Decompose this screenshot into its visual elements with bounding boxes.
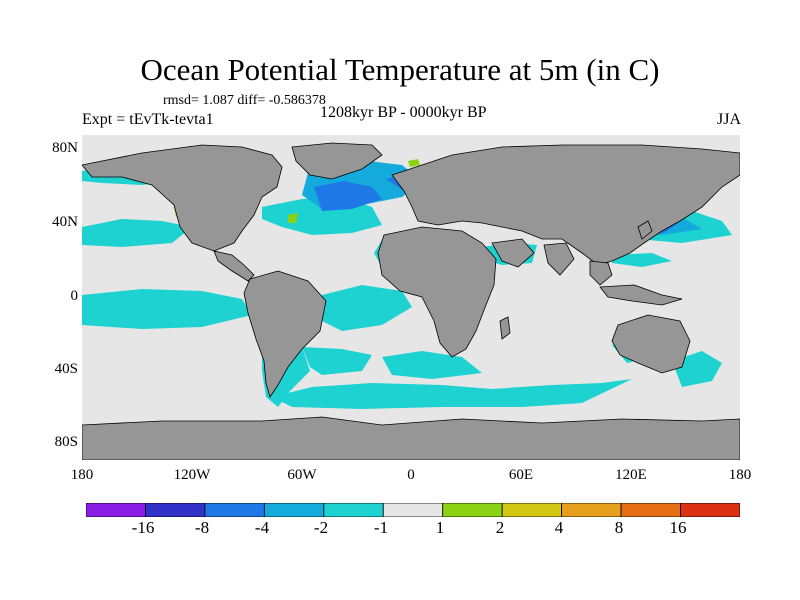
lat-label-0: 0 xyxy=(70,288,79,304)
colorbar-swatch xyxy=(263,503,325,517)
lon-label-60e: 60E xyxy=(508,467,534,483)
colorbar-swatch xyxy=(620,503,681,517)
colorbar-swatch xyxy=(501,503,563,517)
colorbar-label: 1 xyxy=(435,518,445,537)
lon-label-180w: 180 xyxy=(70,467,94,483)
lat-label-40s: 40S xyxy=(54,361,78,377)
lon-label-120e: 120E xyxy=(615,467,647,483)
colorbar-swatch xyxy=(442,503,503,517)
colorbar-label: 8 xyxy=(614,518,624,537)
colorbar-swatch xyxy=(561,503,622,517)
colorbar-label: -8 xyxy=(194,518,210,537)
period-label: 1208kyr BP - 0000kyr BP xyxy=(320,104,487,121)
lon-label-60w: 60W xyxy=(287,467,317,483)
colorbar-label: 2 xyxy=(495,518,505,537)
colorbar xyxy=(86,503,740,517)
colorbar-swatch xyxy=(204,503,265,517)
colorbar-swatch xyxy=(680,503,740,517)
lat-label-40n: 40N xyxy=(52,214,78,230)
lon-label-120w: 120W xyxy=(173,467,211,483)
lat-label-80s: 80S xyxy=(54,434,78,450)
colorbar-swatch xyxy=(382,503,444,517)
season-label: JJA xyxy=(717,111,742,128)
colorbar-swatch xyxy=(323,503,384,517)
colorbar-label: -4 xyxy=(254,518,270,537)
experiment-label: Expt = tEvTk-tevta1 xyxy=(82,111,214,128)
lon-label-180e: 180 xyxy=(728,467,752,483)
map-title: Ocean Potential Temperature at 5m (in C) xyxy=(140,52,660,87)
lat-label-80n: 80N xyxy=(52,140,78,156)
colorbar-swatch xyxy=(86,503,146,517)
colorbar-label: -2 xyxy=(313,518,329,537)
lon-label-0: 0 xyxy=(407,467,415,483)
colorbar-label: -1 xyxy=(373,518,389,537)
stats-text: rmsd= 1.087 diff= -0.586378 xyxy=(163,93,326,108)
colorbar-label: -16 xyxy=(131,518,155,537)
colorbar-swatch xyxy=(145,503,206,517)
colorbar-label: 4 xyxy=(554,518,564,537)
colorbar-label: 16 xyxy=(669,518,687,537)
land-masses xyxy=(82,142,740,460)
anomaly-map xyxy=(82,135,740,460)
